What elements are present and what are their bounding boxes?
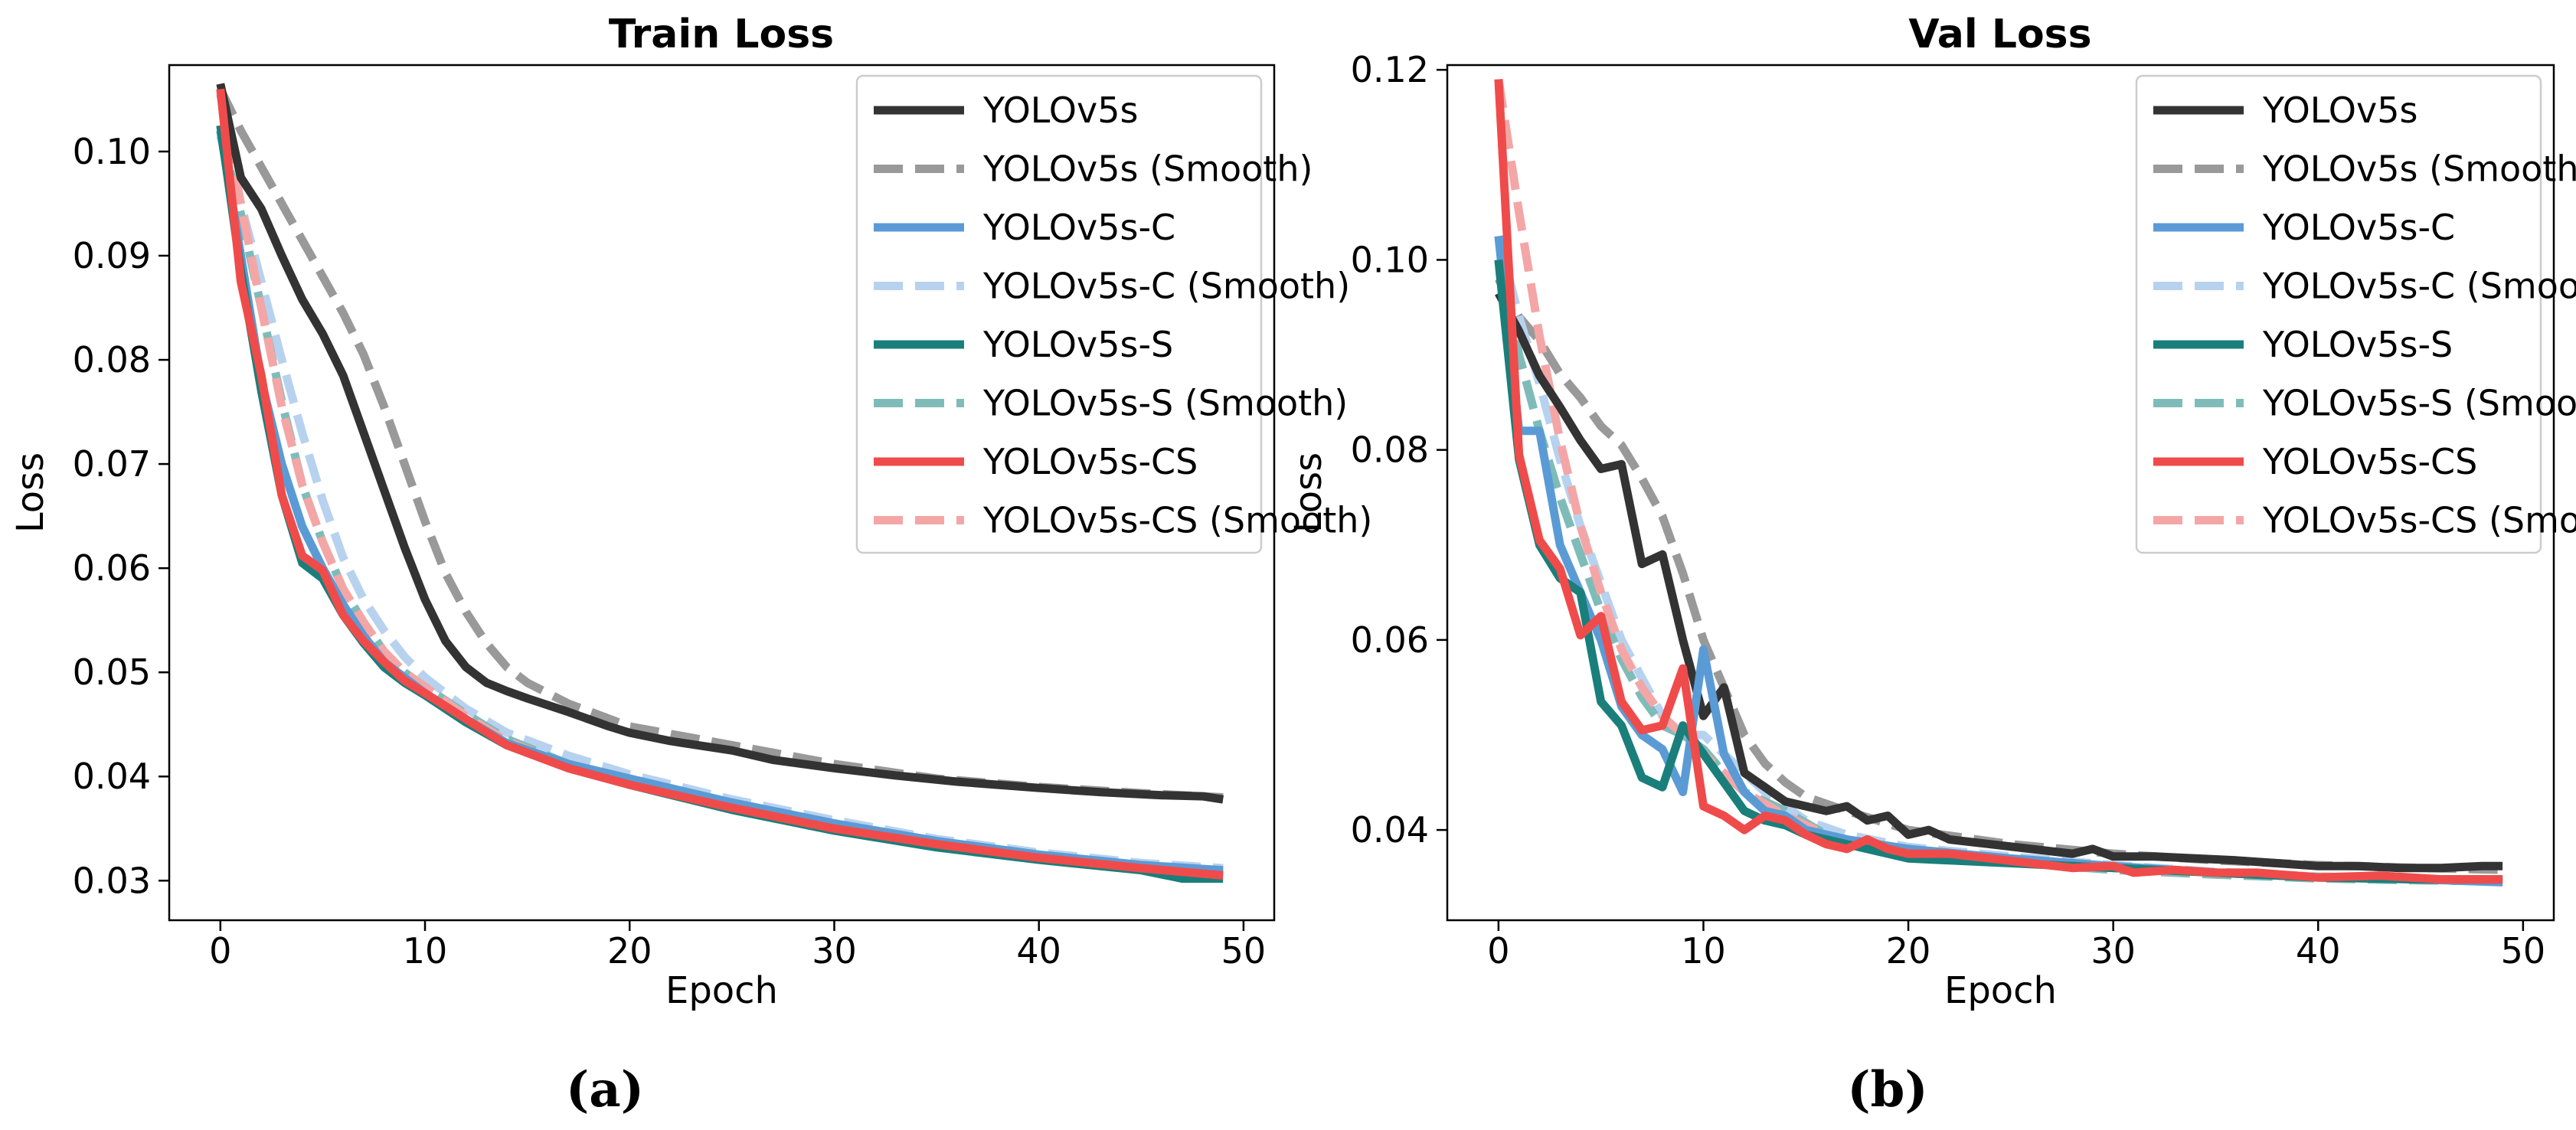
x-tick-label: 10	[1681, 930, 1726, 972]
y-tick-label: 0.10	[1351, 239, 1429, 280]
legend-label: YOLOv5s	[2262, 90, 2417, 131]
y-tick-label: 0.06	[73, 547, 151, 589]
axes-frame	[168, 64, 1276, 922]
x-tick-label: 20	[607, 930, 652, 972]
series-line	[216, 93, 1224, 878]
y-tick-label: 0.04	[1351, 809, 1429, 851]
chart-title: Train Loss	[609, 11, 834, 57]
y-axis-label: Loss	[9, 452, 52, 533]
series-group	[216, 83, 1224, 883]
series-line	[216, 83, 1224, 804]
y-tick-label: 0.10	[73, 131, 151, 172]
y-tick-label: 0.07	[73, 443, 151, 485]
x-tick-label: 0	[209, 930, 231, 972]
legend-label: YOLOv5s-C (Smooth)	[2262, 266, 2576, 307]
legend-label: YOLOv5s-C	[2262, 207, 2455, 248]
series-line	[1494, 78, 2503, 885]
legend-box	[2135, 74, 2542, 554]
y-tick-label: 0.08	[73, 339, 151, 380]
y-tick-label: 0.04	[73, 756, 151, 797]
legend-label: YOLOv5s (Smooth)	[2262, 149, 2576, 190]
x-tick-label: 0	[1487, 930, 1509, 972]
legend-box	[855, 74, 1263, 554]
y-tick-label: 0.05	[73, 652, 151, 693]
x-axis-label: Epoch	[1944, 969, 2057, 1012]
panel-label: (a)	[566, 1061, 644, 1119]
y-tick-label: 0.06	[1351, 619, 1429, 661]
x-axis-label: Epoch	[665, 969, 778, 1012]
x-tick-label: 50	[1221, 930, 1267, 972]
legend-label: YOLOv5s-S	[2262, 324, 2453, 365]
y-tick-label: 0.08	[1351, 429, 1429, 471]
legend-label: YOLOv5s-CS	[982, 441, 1198, 482]
series-line	[1495, 291, 2503, 873]
series-group	[1494, 78, 2503, 887]
legend-label: YOLOv5s (Smooth)	[982, 149, 1313, 190]
panel-label: (b)	[1847, 1061, 1927, 1119]
x-tick-label: 30	[2091, 930, 2136, 972]
legend-label: YOLOv5s-S	[982, 324, 1173, 365]
legend-label: YOLOv5s-C	[982, 207, 1175, 248]
legend-label: YOLOv5s-CS (Smooth)	[2262, 500, 2576, 541]
axes-frame	[1446, 64, 2555, 922]
legend-label: YOLOv5s-S (Smooth)	[2262, 383, 2576, 424]
val-loss-panel: Val Loss 0 10 20 30 40 50 0.04 0.06 0.08 0.10 0.12 E…	[1287, 11, 2576, 1119]
y-tick-label: 0.09	[73, 235, 151, 276]
x-tick-label: 30	[812, 930, 857, 972]
series-line	[1495, 276, 2503, 874]
series-line	[1494, 79, 2503, 884]
x-tick-label: 50	[2501, 930, 2546, 972]
x-tick-label: 40	[1016, 930, 1061, 972]
legend-label: YOLOv5s-CS	[2262, 441, 2477, 482]
x-tick-label: 20	[1886, 930, 1931, 972]
legend-label: YOLOv5s-CS (Smooth)	[982, 500, 1372, 541]
x-tick-label: 10	[403, 930, 448, 972]
y-tick-label: 0.12	[1351, 49, 1429, 90]
y-tick-label: 0.03	[73, 860, 151, 901]
series-line	[216, 88, 1224, 880]
x-tick-label: 40	[2296, 930, 2341, 972]
train-loss-panel: Train Loss 0 10 20 30 40 50 0.03 0.04 0.05 0.06 0.0…	[9, 11, 1372, 1119]
legend-label: YOLOv5s	[982, 90, 1138, 131]
chart-title: Val Loss	[1908, 11, 2091, 57]
y-axis-label: Loss	[1287, 452, 1330, 533]
legend-label: YOLOv5s-C (Smooth)	[982, 266, 1350, 307]
legend-label: YOLOv5s-S (Smooth)	[982, 383, 1348, 424]
